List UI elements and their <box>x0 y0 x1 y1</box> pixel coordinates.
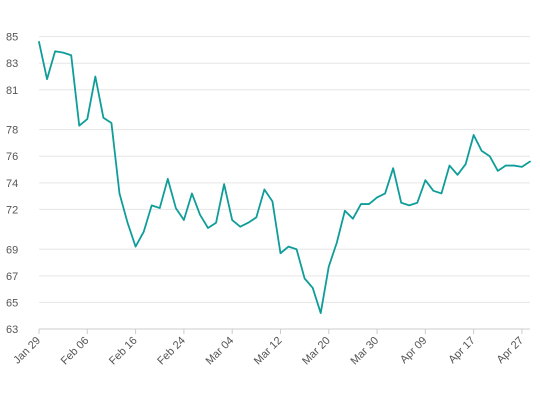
y-tick-label: 78 <box>6 125 18 137</box>
data-point <box>512 164 516 168</box>
data-point <box>45 77 49 81</box>
data-point <box>439 191 443 195</box>
data-point <box>134 245 138 249</box>
x-axis: Jan 29 Feb 06 Feb 16 Feb 24 Mar 04 Mar 12 Mar … <box>11 328 530 368</box>
data-point <box>423 178 427 182</box>
data-point <box>407 203 411 207</box>
data-point <box>254 215 258 219</box>
data-point <box>496 169 500 173</box>
x-tick-label: Feb 06 <box>59 335 92 368</box>
data-point <box>101 116 105 120</box>
data-point <box>53 49 57 53</box>
y-tick-label: 76 <box>6 151 18 163</box>
y-tick-label: 83 <box>6 58 18 70</box>
y-tick-label: 81 <box>6 85 18 97</box>
data-point <box>327 265 331 269</box>
series-line <box>38 41 531 314</box>
data-point <box>126 221 130 225</box>
data-point <box>61 51 65 55</box>
data-point <box>198 213 202 217</box>
data-point <box>359 202 363 206</box>
data-point <box>311 286 315 290</box>
data-point <box>319 311 323 315</box>
grid-lines <box>39 36 530 330</box>
data-point <box>77 124 81 128</box>
data-point <box>520 165 524 169</box>
data-point <box>37 40 41 44</box>
data-point <box>375 195 379 199</box>
x-tick-label: Mar 20 <box>300 335 333 368</box>
x-tick-label: Feb 16 <box>107 335 140 368</box>
x-tick-label: Mar 12 <box>252 335 285 368</box>
data-point <box>206 226 210 230</box>
data-point <box>391 166 395 170</box>
data-point <box>367 202 371 206</box>
data-point <box>270 199 274 203</box>
y-tick-label: 65 <box>6 297 18 309</box>
x-tick-label: Mar 04 <box>204 335 237 368</box>
data-point <box>480 149 484 153</box>
y-tick-label: 69 <box>6 244 18 256</box>
data-point <box>214 221 218 225</box>
data-point <box>448 164 452 168</box>
y-axis: 63 65 67 69 72 74 76 78 81 83 85 <box>6 32 18 336</box>
x-tick-label: Apr 17 <box>446 335 477 366</box>
data-point <box>166 177 170 181</box>
data-point <box>69 53 73 57</box>
x-tick-label: Jan 29 <box>11 335 43 367</box>
data-point <box>472 133 476 137</box>
data-point <box>399 201 403 205</box>
data-point <box>109 121 113 125</box>
plot-area <box>37 40 532 315</box>
data-point <box>278 251 282 255</box>
data-point <box>383 191 387 195</box>
data-point <box>415 201 419 205</box>
data-point <box>343 209 347 213</box>
data-point <box>182 218 186 222</box>
data-point <box>222 182 226 186</box>
x-tick-label: Feb 24 <box>155 335 188 368</box>
data-point <box>303 277 307 281</box>
x-tick-label: Apr 27 <box>495 335 526 366</box>
y-tick-label: 74 <box>6 178 18 190</box>
y-tick-label: 67 <box>6 271 18 283</box>
data-point <box>150 203 154 207</box>
data-point <box>174 206 178 210</box>
data-point <box>504 164 508 168</box>
data-point <box>295 247 299 251</box>
data-point <box>262 187 266 191</box>
data-point <box>335 241 339 245</box>
data-point <box>238 225 242 229</box>
data-point <box>117 191 121 195</box>
data-point <box>287 245 291 249</box>
x-tick-label: Mar 30 <box>348 335 381 368</box>
data-point <box>464 162 468 166</box>
data-point <box>93 75 97 79</box>
data-point <box>230 218 234 222</box>
x-tick-label: Apr 09 <box>398 335 429 366</box>
data-point <box>190 191 194 195</box>
y-tick-label: 85 <box>6 32 18 44</box>
data-point <box>351 217 355 221</box>
data-point <box>158 206 162 210</box>
data-point <box>456 173 460 177</box>
data-point <box>488 154 492 158</box>
data-point <box>85 117 89 121</box>
y-tick-label: 72 <box>6 204 18 216</box>
data-point <box>431 189 435 193</box>
data-point <box>246 221 250 225</box>
data-point <box>142 230 146 234</box>
data-point <box>528 160 532 164</box>
y-tick-label: 63 <box>6 324 18 336</box>
